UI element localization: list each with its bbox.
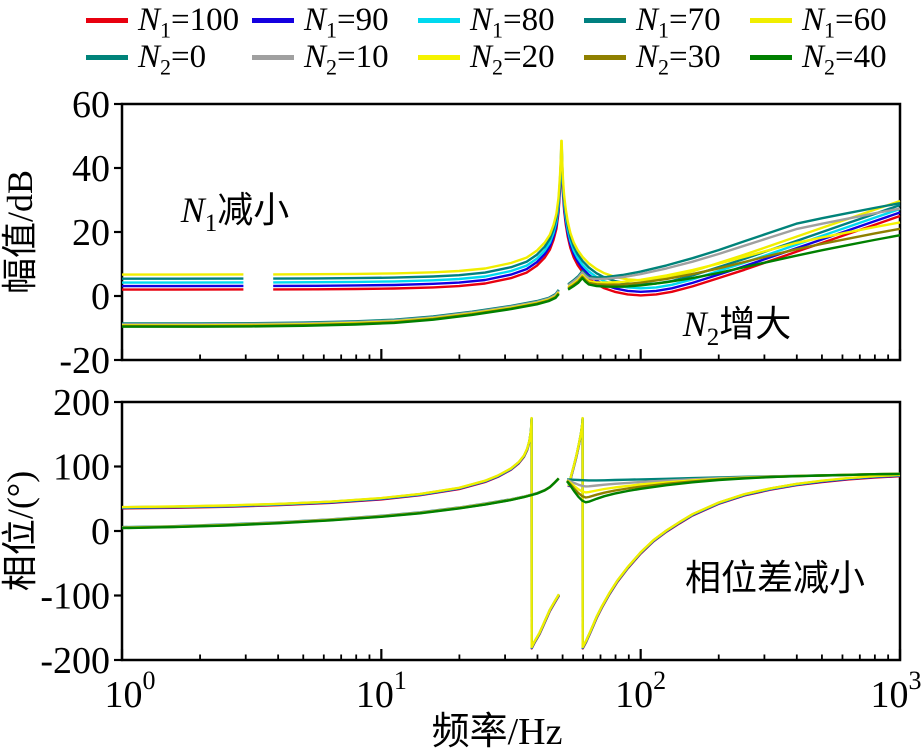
- legend-item-n1-90: N1=90: [252, 2, 418, 43]
- series-curve: [566, 472, 901, 504]
- legend-item-n2-40: N2=40: [750, 39, 916, 80]
- series-curve: [122, 234, 901, 328]
- legend-swatch: [418, 55, 460, 60]
- y-tick-label: 40: [72, 148, 110, 190]
- legend: N1=100 N1=90 N1=80 N1=70 N1=60 N2=0 N2=10 N2=20…: [0, 2, 924, 80]
- legend-swatch: [252, 55, 294, 60]
- legend-swatch: [418, 18, 460, 23]
- legend-swatch: [750, 18, 792, 23]
- y-tick-label: 60: [72, 84, 110, 126]
- series-curve: [121, 418, 901, 650]
- legend-item-n1-70: N1=70: [584, 2, 750, 43]
- legend-item-n1-100: N1=100: [86, 2, 252, 43]
- x-tick-label: 102: [615, 666, 666, 716]
- legend-label: N1=90: [304, 2, 389, 43]
- series-curve: [121, 477, 560, 530]
- subplot-border-phase: [120, 400, 902, 662]
- annotation: N1减小: [180, 190, 290, 237]
- legend-label: N2=20: [470, 39, 555, 80]
- legend-swatch: [252, 18, 294, 23]
- x-tick-label: 103: [871, 666, 922, 716]
- legend-item-n2-30: N2=30: [584, 39, 750, 80]
- legend-row-1: N1=100 N1=90 N1=80 N1=70 N1=60: [0, 2, 924, 43]
- legend-swatch: [750, 55, 792, 60]
- series-curve: [121, 417, 901, 649]
- x-tick-label: 101: [356, 666, 407, 716]
- legend-label: N2=40: [802, 39, 887, 80]
- y-tick-label: -200: [40, 640, 110, 682]
- legend-label: N1=100: [138, 2, 240, 43]
- y-tick-label: 20: [72, 212, 110, 254]
- legend-label: N1=80: [470, 2, 555, 43]
- legend-item-n2-10: N2=10: [252, 39, 418, 80]
- legend-item-n2-0: N2=0: [86, 39, 252, 80]
- y-axis-label-magnitude: 幅值/dB: [0, 170, 40, 294]
- legend-swatch: [584, 18, 626, 23]
- annotation: N2增大: [682, 304, 792, 351]
- x-tick-label: 100: [105, 666, 156, 716]
- y-tick-label: 0: [91, 276, 110, 318]
- legend-item-n1-60: N1=60: [750, 2, 916, 43]
- y-tick-label: 200: [53, 382, 110, 424]
- legend-label: N2=10: [304, 39, 389, 80]
- legend-swatch: [86, 55, 128, 60]
- y-tick-label: -100: [40, 576, 110, 618]
- series-curve: [121, 417, 901, 649]
- legend-label: N2=30: [636, 39, 721, 80]
- legend-item-n2-20: N2=20: [418, 39, 584, 80]
- legend-row-2: N2=0 N2=10 N2=20 N2=30 N2=40: [0, 39, 924, 80]
- y-tick-label: 100: [53, 447, 110, 489]
- legend-label: N1=60: [802, 2, 887, 43]
- y-axis-label-phase: 相位/(°): [0, 471, 40, 591]
- series-curve: [121, 417, 901, 650]
- annotation: 相位差减小: [685, 558, 865, 598]
- legend-label: N2=0: [138, 39, 207, 80]
- legend-label: N1=70: [636, 2, 721, 43]
- legend-swatch: [584, 55, 626, 60]
- y-tick-label: -20: [59, 340, 110, 382]
- legend-item-n1-80: N1=80: [418, 2, 584, 43]
- series-curve: [121, 416, 901, 649]
- y-tick-label: 0: [91, 511, 110, 553]
- x-axis-label: 频率/Hz: [432, 711, 563, 753]
- legend-swatch: [86, 18, 128, 23]
